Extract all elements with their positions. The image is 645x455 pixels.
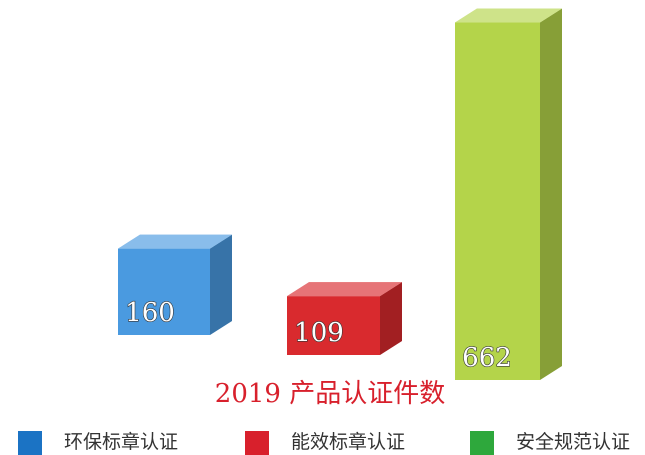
legend-label: 能效标章认证 bbox=[291, 431, 405, 453]
bar-side-shade bbox=[540, 8, 562, 381]
value-label: 109 bbox=[294, 318, 344, 348]
bar-top bbox=[455, 8, 562, 23]
bar-side bbox=[380, 282, 402, 355]
bar-top-light bbox=[455, 8, 562, 23]
bar-front bbox=[455, 22, 540, 381]
bar-top-light bbox=[118, 234, 232, 249]
bar-side bbox=[210, 234, 232, 335]
bar-front bbox=[118, 248, 210, 335]
legend-label: 安全规范认证 bbox=[516, 431, 630, 453]
bar-side bbox=[540, 8, 562, 381]
bar-top-light bbox=[287, 282, 402, 297]
legend-swatch bbox=[470, 431, 494, 455]
bar-top bbox=[118, 234, 232, 249]
chart-title: 2019 产品认证件数 bbox=[215, 379, 445, 409]
bar-side-shade bbox=[210, 234, 232, 335]
legend-swatch bbox=[245, 431, 269, 455]
value-label: 160 bbox=[125, 298, 175, 328]
legend-label: 环保标章认证 bbox=[64, 431, 178, 453]
bar-side-shade bbox=[380, 282, 402, 355]
bar-front bbox=[287, 296, 380, 355]
bar-top bbox=[287, 282, 402, 297]
legend-swatch bbox=[18, 431, 42, 455]
value-label: 662 bbox=[462, 343, 512, 373]
